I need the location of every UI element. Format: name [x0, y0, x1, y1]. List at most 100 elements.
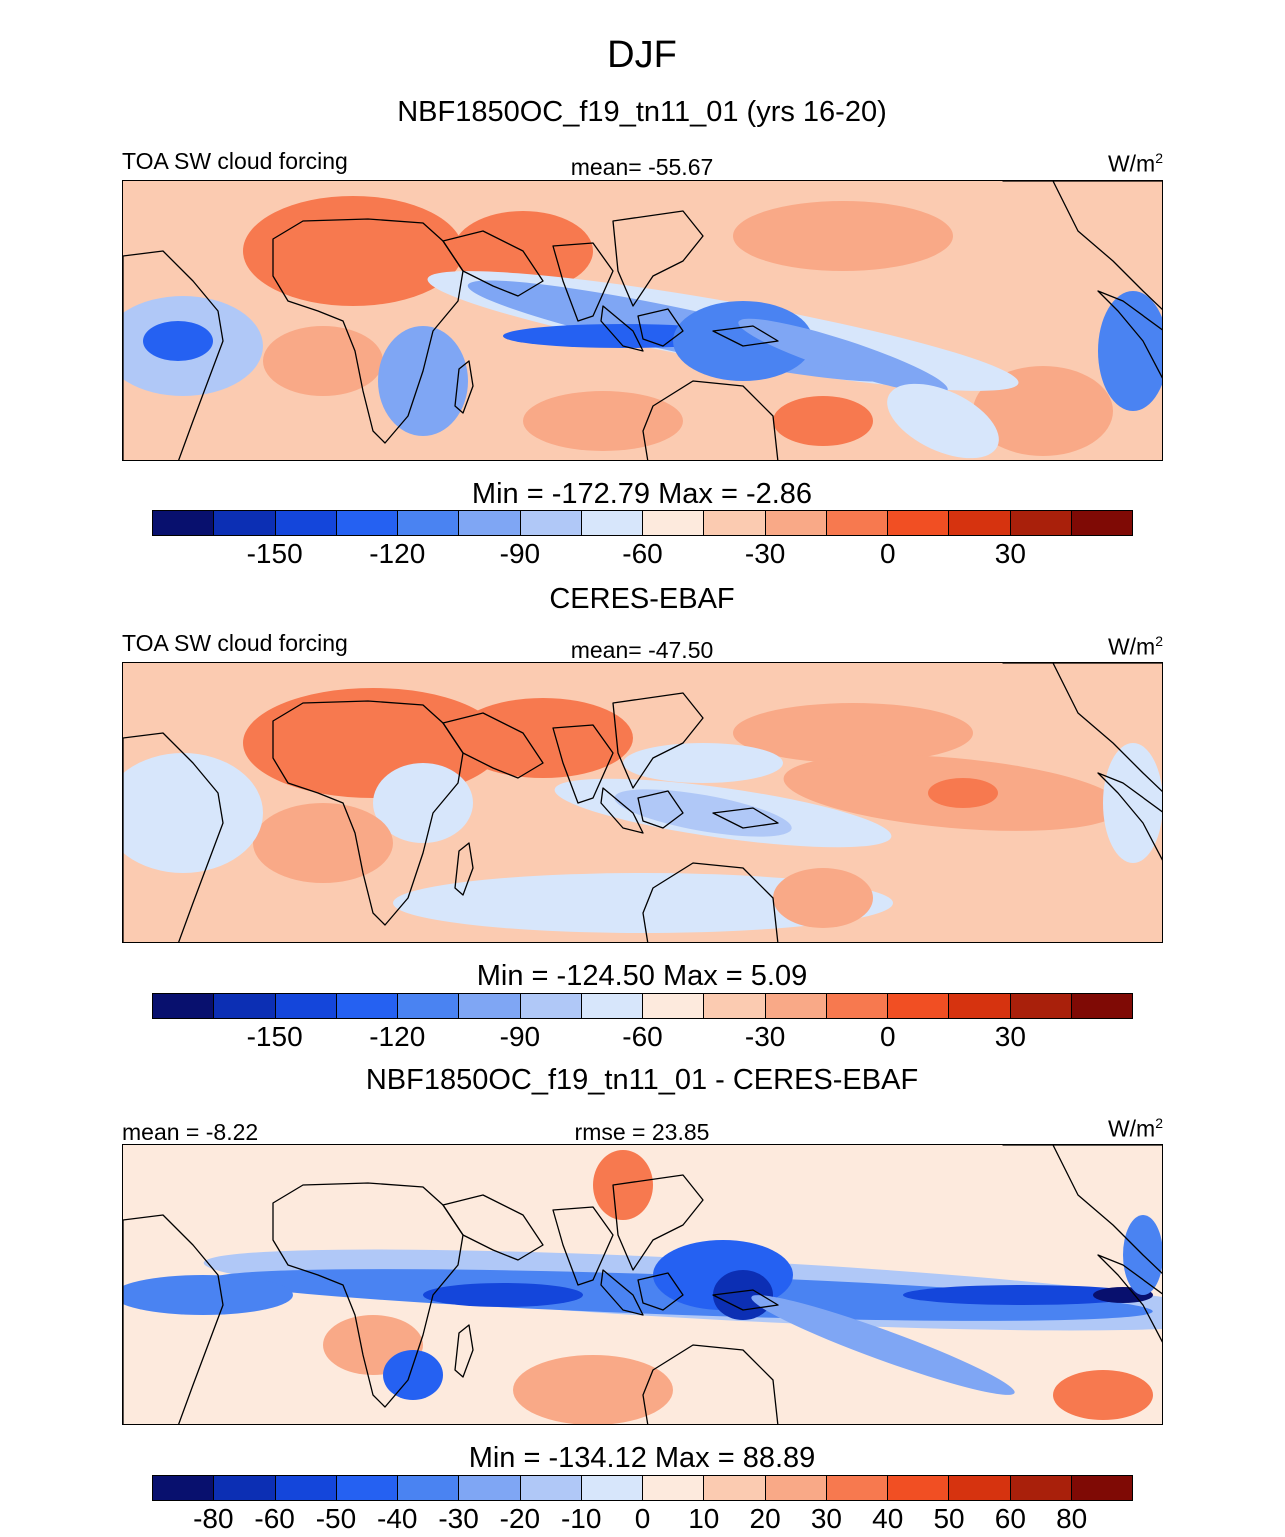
map-field — [263, 326, 383, 396]
map-field — [1103, 743, 1162, 863]
map-field — [243, 196, 463, 306]
coastline — [442, 230, 544, 297]
map-field — [738, 318, 948, 394]
map-field — [378, 326, 468, 436]
panel-2-minmax: Min = -124.50 Max = 5.09 — [476, 960, 808, 992]
colorbar-swatch — [459, 994, 521, 1018]
colorbar-swatch — [275, 511, 337, 535]
panel-2-left-label: TOA SW cloud forcing — [122, 630, 348, 656]
coastline — [1097, 290, 1162, 379]
panel-3-map — [122, 1144, 1163, 1425]
colorbar-swatch — [1071, 511, 1132, 535]
colorbar-swatch — [336, 511, 398, 535]
colorbar-swatch — [520, 994, 582, 1018]
colorbar-swatch — [826, 511, 888, 535]
map-field — [523, 391, 683, 451]
map-field — [887, 383, 999, 459]
coastline — [272, 1182, 464, 1408]
coastline — [600, 1269, 644, 1316]
map-field — [393, 873, 893, 933]
map-field — [614, 789, 792, 837]
colorbar-swatch — [704, 511, 766, 535]
coastline — [612, 210, 704, 307]
map-field — [123, 1275, 293, 1315]
colorbar-tick-label: 10 — [688, 1503, 720, 1534]
coastline — [272, 700, 464, 926]
map-field — [423, 1283, 583, 1307]
panel-2-units: W/m2 — [1107, 633, 1163, 660]
coastline — [642, 1344, 779, 1424]
coastline — [612, 692, 704, 789]
coastline — [272, 218, 464, 444]
map-field — [623, 743, 783, 783]
map-field — [453, 698, 633, 778]
colorbar-swatch — [888, 1476, 950, 1500]
colorbar-swatch — [643, 511, 705, 535]
coastline — [637, 308, 684, 347]
colorbar-tick-label: 30 — [994, 1021, 1026, 1052]
colorbar-tick-label: -30 — [744, 538, 786, 569]
colorbar-swatch — [704, 1476, 766, 1500]
panel-1-units: W/m2 — [1107, 150, 1163, 177]
colorbar-swatch — [214, 1476, 276, 1500]
coastline — [1002, 1145, 1162, 1274]
colorbar-swatch — [765, 994, 827, 1018]
colorbar-swatch — [1071, 994, 1132, 1018]
colorbar-tick-label: -60 — [254, 1503, 295, 1534]
colorbar-swatch — [949, 994, 1011, 1018]
colorbar-swatch — [275, 1476, 337, 1500]
panel-1-mean-label: mean= -55.67 — [570, 154, 714, 180]
panel-1-map — [122, 180, 1163, 461]
coastline — [600, 305, 644, 352]
map-field — [373, 763, 473, 843]
map-field — [673, 301, 813, 381]
colorbar-tick-label: -60 — [622, 1021, 663, 1052]
panel-1-title: NBF1850OC_f19_tn11_01 (yrs 16-20) — [397, 96, 887, 128]
colorbar-swatch — [1010, 511, 1072, 535]
map-field — [1053, 1370, 1153, 1420]
colorbar-tick-label: 50 — [933, 1503, 965, 1534]
colorbar-tick-label: -150 — [246, 1021, 303, 1052]
colorbar-tick-label: -90 — [499, 538, 541, 569]
map-field — [773, 396, 873, 446]
colorbar-swatch — [459, 511, 521, 535]
colorbar-tick-label: 40 — [872, 1503, 904, 1534]
colorbar-swatch — [949, 511, 1011, 535]
colorbar-tick-label: 20 — [749, 1503, 781, 1534]
colorbar-swatch — [153, 1476, 215, 1500]
coastline — [552, 724, 614, 804]
colorbar-tick-label: -30 — [438, 1503, 479, 1534]
panel-2-colorbar — [152, 993, 1133, 1019]
coastline — [552, 1206, 614, 1286]
colorbar-tick-label: -120 — [369, 1021, 426, 1052]
colorbar-swatch — [826, 1476, 888, 1500]
coastline — [454, 1324, 474, 1378]
coastline — [712, 325, 779, 347]
colorbar-swatch — [765, 511, 827, 535]
panel-3-colorbar — [152, 1475, 1133, 1501]
map-field — [751, 1295, 1015, 1395]
colorbar-swatch — [581, 1476, 643, 1500]
coastline — [712, 807, 779, 829]
colorbar-swatch — [643, 994, 705, 1018]
colorbar-swatch — [581, 994, 643, 1018]
colorbar-swatch — [888, 511, 950, 535]
coastline — [637, 1272, 684, 1311]
panel-3-rmse-label: rmse = 23.85 — [574, 1119, 710, 1145]
colorbar-tick-label: -80 — [193, 1503, 234, 1534]
colorbar-swatch — [275, 994, 337, 1018]
panel-3-units: W/m2 — [1107, 1115, 1163, 1142]
coastline — [642, 862, 779, 942]
colorbar-swatch — [153, 511, 215, 535]
colorbar-swatch — [398, 994, 460, 1018]
colorbar-tick-label: -10 — [560, 1503, 602, 1534]
colorbar-swatch — [581, 511, 643, 535]
coastline — [712, 1289, 779, 1311]
map-field — [928, 778, 998, 808]
coastline — [552, 242, 614, 322]
colorbar-tick-label: 0 — [879, 538, 896, 569]
panel-3-mean-label: mean = -8.22 — [122, 1119, 259, 1145]
colorbar-tick-label: 80 — [1056, 1503, 1088, 1534]
colorbar-tick-label: -120 — [369, 538, 426, 569]
coastline — [612, 1174, 704, 1271]
